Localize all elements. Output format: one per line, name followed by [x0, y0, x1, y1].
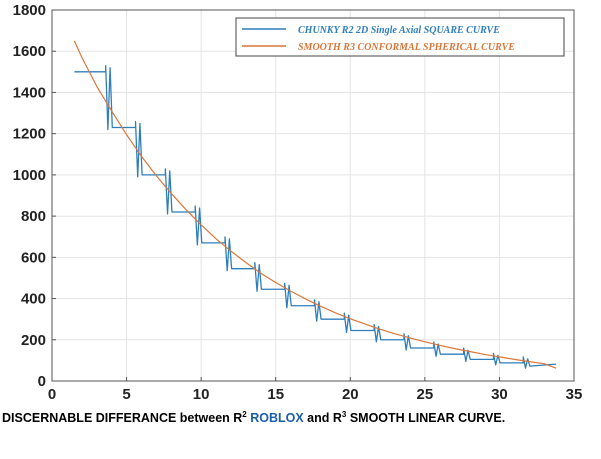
- caption-sup-2: 3: [341, 410, 347, 419]
- legend-label-2: SMOOTH R3 CONFORMAL SPHERICAL CURVE: [298, 42, 515, 53]
- y-tick-label: 1000: [13, 167, 46, 184]
- x-tick-label: 35: [566, 386, 583, 403]
- caption-middle: and R: [303, 411, 342, 426]
- series-line-1: [74, 65, 557, 369]
- x-tick-label: 30: [491, 386, 508, 403]
- caption-prefix: DISCERNABLE DIFFERANCE between R: [2, 411, 243, 426]
- x-tick-label: 20: [342, 386, 359, 403]
- legend-label-1: CHUNKY R2 2D Single Axial SQUARE CURVE: [298, 25, 500, 36]
- series-line-2: [73, 40, 557, 369]
- y-tick-label: 0: [38, 373, 46, 390]
- plot-frame: [51, 9, 575, 382]
- legend-box: [235, 17, 565, 57]
- y-tick-label: 1200: [13, 126, 46, 143]
- grid: [51, 9, 575, 382]
- caption-roblox: ROBLOX: [246, 411, 304, 426]
- y-tick-label: 800: [21, 208, 46, 225]
- caption-sup-1: 2: [242, 410, 247, 419]
- tick-labels: 0 5 10 15 20 25 30 35 0 200 400 600 800 1000 1200 1400 1…: [13, 2, 583, 403]
- figure-caption: DISCERNABLE DIFFERANCE between R2 ROBLOX…: [2, 410, 601, 425]
- axes: [51, 9, 575, 382]
- plot-background: [52, 10, 574, 381]
- y-tick-label: 600: [21, 249, 46, 266]
- y-tick-label: 1400: [13, 84, 46, 101]
- caption-suffix: SMOOTH LINEAR CURVE.: [346, 411, 506, 426]
- legend: CHUNKY R2 2D Single Axial SQUARE CURVE SM…: [235, 17, 565, 57]
- x-tick-label: 5: [122, 386, 130, 403]
- series-group: [73, 40, 557, 369]
- x-tick-label: 10: [193, 386, 210, 403]
- chart: 0 5 10 15 20 25 30 35 0 200 400 600 800 1000 1200 1400 1…: [13, 2, 583, 403]
- chart-svg: 0 5 10 15 20 25 30 35 0 200 400 600 800 1000 1200 1400 1…: [13, 2, 583, 403]
- y-tick-label: 1800: [13, 2, 46, 19]
- x-tick-label: 0: [48, 386, 56, 403]
- y-tick-label: 200: [21, 332, 46, 349]
- x-tick-label: 25: [417, 386, 434, 403]
- x-tick-label: 15: [267, 386, 284, 403]
- y-tick-label: 400: [21, 291, 46, 308]
- y-tick-label: 1600: [13, 43, 46, 60]
